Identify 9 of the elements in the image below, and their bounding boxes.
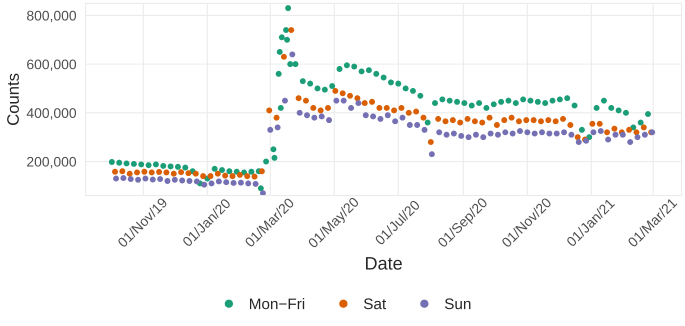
y-tick-label: 400,000: [26, 108, 76, 120]
legend-label: Sat: [364, 298, 386, 310]
legend-label: Sun: [444, 298, 470, 310]
legend-label: Mon−Fri: [250, 298, 304, 310]
y-tick-label: 800,000: [27, 10, 76, 22]
y-tick-label: 200,000: [27, 156, 76, 168]
y-axis-title: Counts: [7, 74, 19, 125]
y-tick-label: 600,000: [27, 59, 76, 71]
x-axis-title: Date: [366, 257, 402, 270]
